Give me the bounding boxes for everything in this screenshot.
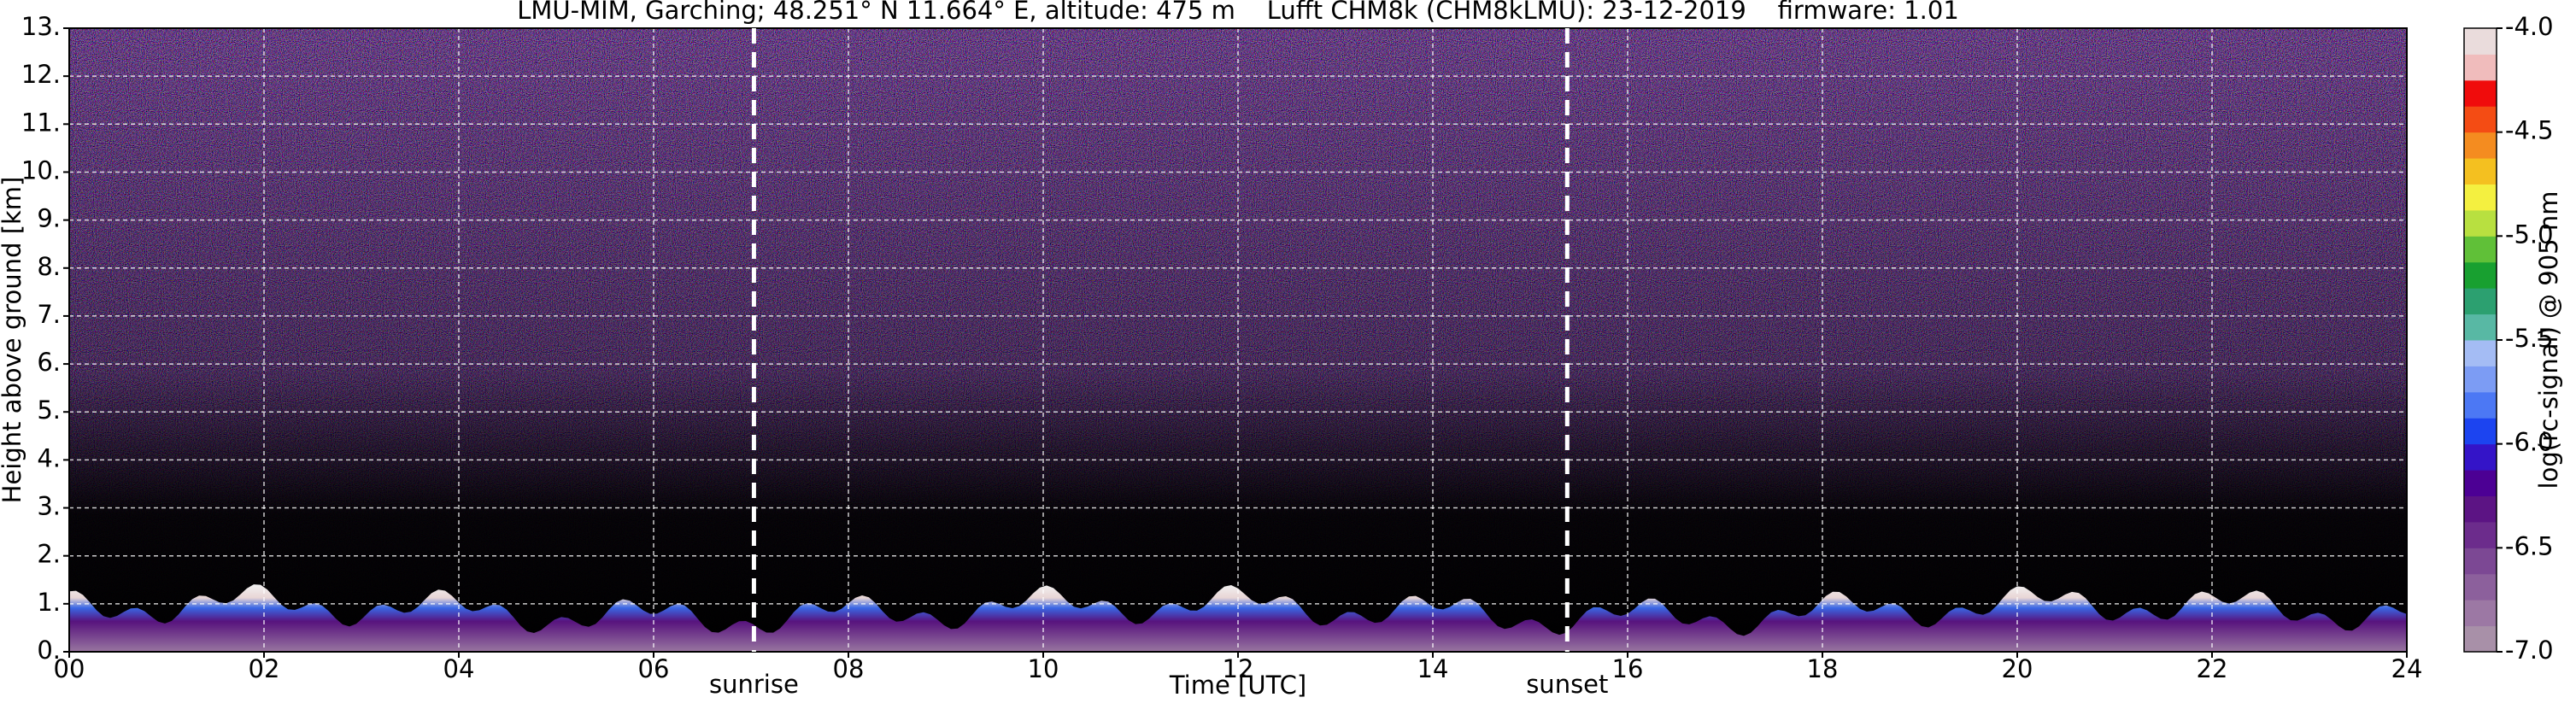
- colorbar-segment: [2464, 106, 2497, 133]
- colorbar-segment: [2464, 625, 2497, 653]
- annotation-label: sunset: [1526, 670, 1608, 699]
- y-tick-label: 6.: [37, 348, 61, 377]
- x-tick-label: 04: [443, 654, 475, 683]
- x-tick-label: 02: [249, 654, 280, 683]
- chart-title: LMU-MIM, Garching; 48.251° N 11.664° E, …: [517, 0, 1959, 25]
- colorbar-segment: [2464, 158, 2497, 185]
- y-tick-label: 0.: [37, 636, 61, 665]
- y-tick-label: 3.: [37, 492, 61, 521]
- colorbar-segment: [2464, 521, 2497, 548]
- y-tick-label: 1.: [37, 588, 61, 617]
- colorbar-segment: [2464, 288, 2497, 315]
- colorbar-segment: [2464, 548, 2497, 575]
- x-tick-label: 22: [2197, 654, 2228, 683]
- x-tick-label: 08: [833, 654, 865, 683]
- colorbar-segment: [2464, 418, 2497, 445]
- colorbar-segment: [2464, 600, 2497, 627]
- colorbar-segment: [2464, 573, 2497, 601]
- y-tick-label: 9.: [37, 204, 61, 233]
- y-tick-label: 13.: [21, 12, 61, 41]
- y-tick-label: 10.: [21, 155, 61, 185]
- x-tick-label: 14: [1417, 654, 1449, 683]
- colorbar-segment: [2464, 470, 2497, 496]
- x-tick-label: 24: [2391, 654, 2423, 683]
- colorbar-tick-label: -6.0: [2505, 428, 2554, 457]
- colorbar-segment: [2464, 79, 2497, 107]
- y-tick-label: 7.: [37, 300, 61, 329]
- colorbar-segment: [2464, 54, 2497, 81]
- colorbar-tick-label: -6.5: [2505, 531, 2554, 560]
- y-tick-label: 8.: [37, 252, 61, 281]
- y-tick-label: 11.: [21, 108, 61, 137]
- colorbar-segment: [2464, 443, 2497, 471]
- colorbar-segment: [2464, 236, 2497, 263]
- x-axis-label: Time [UTC]: [1169, 671, 1306, 700]
- colorbar-segment: [2464, 366, 2497, 393]
- x-tick-label: 20: [2002, 654, 2033, 683]
- x-tick-label: 12: [1223, 654, 1254, 683]
- x-tick-label: 06: [638, 654, 670, 683]
- colorbar-segment: [2464, 184, 2497, 211]
- colorbar-segment: [2464, 495, 2497, 523]
- colorbar-segment: [2464, 132, 2497, 159]
- colorbar-segment: [2464, 391, 2497, 419]
- x-tick-label: 18: [1807, 654, 1839, 683]
- colorbar-tick-label: -4.5: [2505, 116, 2554, 145]
- x-tick-label: 16: [1612, 654, 1644, 683]
- x-tick-label: 10: [1028, 654, 1059, 683]
- y-tick-label: 5.: [37, 396, 61, 425]
- annotation-label: sunrise: [709, 670, 799, 699]
- colorbar-tick-label: -5.5: [2505, 324, 2554, 353]
- colorbar-tick-label: -7.0: [2505, 636, 2554, 665]
- colorbar-label: log(rc-signal) @ 905 nm: [2534, 191, 2563, 489]
- colorbar-segment: [2464, 209, 2497, 237]
- colorbar-segment: [2464, 313, 2497, 341]
- y-axis-label: Height above ground [km]: [0, 177, 26, 504]
- colorbar-segment: [2464, 261, 2497, 289]
- y-tick-label: 12.: [21, 60, 61, 89]
- y-tick-label: 4.: [37, 443, 61, 472]
- colorbar-tick-label: -4.0: [2505, 12, 2554, 41]
- y-tick-label: 2.: [37, 540, 61, 569]
- colorbar-segment: [2464, 340, 2497, 366]
- colorbar-segment: [2464, 28, 2497, 55]
- colorbar-tick-label: -5.0: [2505, 220, 2554, 249]
- x-tick-label: 00: [54, 654, 85, 683]
